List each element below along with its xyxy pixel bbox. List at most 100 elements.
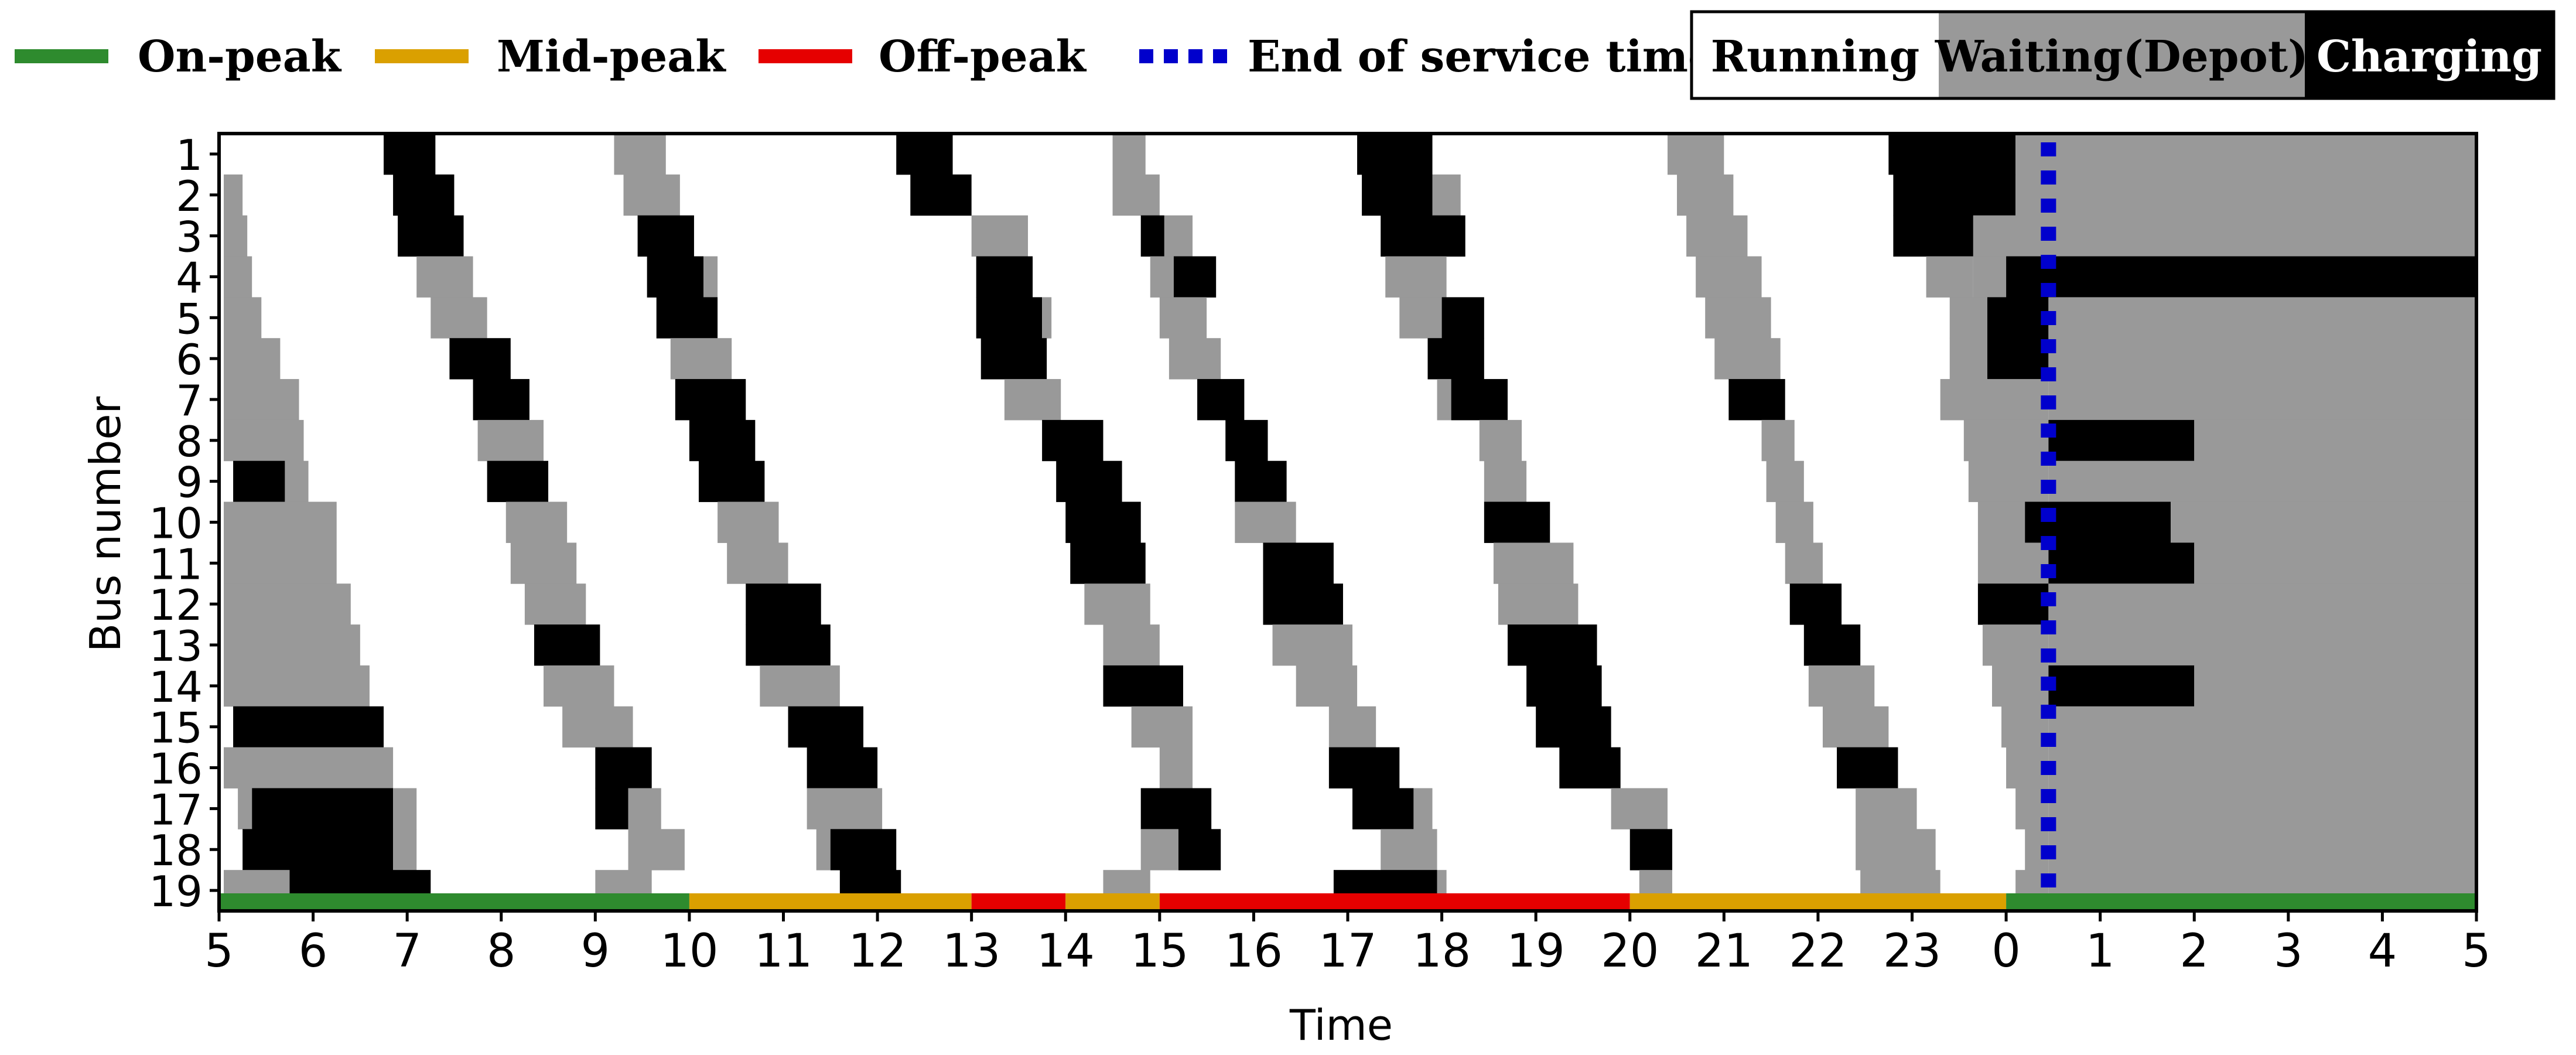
x-tick-label-21: 2 — [2179, 925, 2209, 978]
segment-bus-9-charging-0 — [233, 460, 285, 503]
segment-bus-14-waiting-7 — [1991, 665, 2049, 707]
segment-bus-5-charging-3 — [976, 297, 1043, 339]
segment-bus-11-waiting-5 — [1493, 542, 1574, 584]
x-tick-label-19: 0 — [1991, 925, 2021, 978]
segment-bus-14-waiting-9 — [2194, 665, 2476, 707]
segment-bus-5-waiting-5 — [1159, 297, 1207, 339]
segment-bus-4-waiting-1 — [416, 256, 473, 298]
legend-label-waiting: Waiting(Depot) — [1935, 32, 2308, 82]
segment-bus-4-waiting-11 — [1926, 256, 1973, 298]
segment-bus-1-charging-4 — [1357, 134, 1433, 175]
segment-bus-12-waiting-8 — [2048, 583, 2476, 625]
segment-bus-3-charging-8 — [1893, 215, 1973, 257]
segment-bus-9-waiting-1 — [285, 460, 309, 503]
x-tick-label-13: 18 — [1413, 925, 1471, 978]
segment-bus-15-charging-2 — [788, 706, 863, 748]
axes: 5 6 7 8 9 10 11 12 13 14 15 16 17 18 19 20 21 22 23 0 1 2 3 4 51… — [149, 131, 2490, 978]
segment-bus-18-charging-0 — [242, 829, 394, 870]
x-tick-label-14: 19 — [1507, 925, 1565, 978]
legend-box-waiting — [1939, 12, 2305, 98]
segment-bus-10-waiting-7 — [1977, 501, 2025, 543]
segment-bus-9-waiting-8 — [1968, 460, 2049, 503]
segment-bus-3-waiting-0 — [224, 215, 248, 257]
segment-bus-12-waiting-0 — [224, 583, 351, 625]
segment-bus-10-charging-3 — [1065, 501, 1141, 543]
segment-bus-9-waiting-9 — [2048, 460, 2476, 503]
segment-bus-7-waiting-9 — [2048, 379, 2476, 421]
segment-bus-8-waiting-5 — [1479, 419, 1522, 462]
segment-bus-17-waiting-12 — [2048, 788, 2476, 829]
y-tick-label-15: 16 — [149, 745, 203, 794]
segment-bus-14-waiting-6 — [1808, 665, 1875, 707]
segment-bus-8-charging-2 — [689, 419, 756, 462]
tariff-band-on_peak-0 — [219, 893, 689, 911]
segment-bus-7-charging-7 — [1728, 379, 1785, 421]
segment-bus-7-waiting-5 — [1437, 379, 1451, 421]
segment-bus-7-charging-4 — [1197, 379, 1245, 421]
segment-bus-15-waiting-6 — [1822, 706, 1889, 748]
legend-label-running: Running — [1711, 32, 1920, 82]
tariff-band-on_peak-6 — [2006, 893, 2476, 911]
y-tick-label-5: 6 — [176, 335, 203, 384]
segment-bus-12-waiting-1 — [524, 583, 586, 625]
segment-bus-3-waiting-5 — [1164, 215, 1193, 257]
segment-bus-18-waiting-5 — [1140, 829, 1178, 870]
segment-bus-3-waiting-3 — [971, 215, 1029, 257]
segment-bus-7-charging-2 — [675, 379, 746, 421]
segment-bus-13-waiting-7 — [1982, 624, 2049, 666]
segment-bus-4-waiting-0 — [224, 256, 252, 298]
segment-bus-3-waiting-9 — [1973, 215, 2476, 257]
segment-bus-9-charging-3 — [698, 460, 765, 503]
x-tick-label-9: 14 — [1037, 925, 1095, 978]
segment-bus-10-waiting-9 — [2171, 501, 2476, 543]
legend: On-peak Mid-peak Off-peak End of service ti… — [15, 10, 2555, 100]
segment-bus-2-waiting-0 — [224, 174, 243, 216]
segment-bus-10-waiting-2 — [718, 501, 779, 543]
segment-bus-10-waiting-6 — [1775, 501, 1813, 543]
segment-bus-1-waiting-1 — [614, 134, 666, 175]
segment-bus-1-charging-6 — [1888, 134, 2016, 175]
segment-bus-11-waiting-1 — [510, 542, 577, 584]
x-axis-label: Time — [1289, 1001, 1393, 1050]
segment-bus-16-charging-4 — [1328, 747, 1400, 788]
segment-bus-2-charging-5 — [1362, 174, 1433, 216]
segment-bus-12-charging-4 — [1263, 583, 1343, 625]
segment-bus-17-waiting-9 — [1611, 788, 1668, 829]
segment-bus-2-waiting-4 — [1112, 174, 1160, 216]
segment-bus-18-waiting-3 — [816, 829, 831, 870]
segment-bus-5-charging-2 — [656, 297, 718, 339]
legend-label-off_peak: Off-peak — [879, 32, 1087, 82]
x-tick-label-10: 15 — [1130, 925, 1188, 978]
segment-bus-11-charging-8 — [2048, 542, 2195, 584]
segment-bus-17-waiting-8 — [1413, 788, 1433, 829]
segment-bus-5-waiting-0 — [224, 297, 262, 339]
segment-bus-16-waiting-0 — [224, 747, 394, 788]
segment-bus-12-waiting-3 — [1084, 583, 1150, 625]
tariff-band-off_peak-2 — [971, 893, 1066, 911]
segment-bus-11-waiting-2 — [727, 542, 788, 584]
segment-bus-7-charging-6 — [1451, 379, 1508, 421]
segment-bus-18-waiting-11 — [2048, 829, 2476, 870]
segment-bus-15-waiting-8 — [2048, 706, 2476, 748]
segment-bus-18-charging-6 — [1178, 829, 1221, 870]
segment-bus-9-charging-5 — [1235, 460, 1287, 503]
y-tick-label-18: 19 — [149, 867, 203, 916]
segment-bus-18-charging-4 — [830, 829, 897, 870]
y-tick-label-16: 17 — [149, 785, 203, 834]
segment-bus-5-waiting-6 — [1399, 297, 1442, 339]
segment-bus-12-charging-2 — [746, 583, 821, 625]
x-tick-label-15: 20 — [1601, 925, 1659, 978]
segment-bus-18-charging-8 — [1629, 829, 1673, 870]
segment-bus-5-charging-7 — [1441, 297, 1484, 339]
tariff-band-mid_peak-1 — [689, 893, 972, 911]
segment-bus-10-charging-5 — [1484, 501, 1550, 543]
segment-bus-15-waiting-4 — [1328, 706, 1376, 748]
segment-bus-2-waiting-7 — [1677, 174, 1734, 216]
legend-box-running — [1692, 12, 1939, 98]
segment-bus-13-charging-2 — [746, 624, 831, 666]
segment-bus-17-charging-3 — [595, 788, 628, 829]
y-tick-label-2: 3 — [176, 213, 203, 262]
segment-bus-4-charging-10 — [2006, 256, 2476, 298]
segment-bus-16-waiting-8 — [2048, 747, 2476, 788]
